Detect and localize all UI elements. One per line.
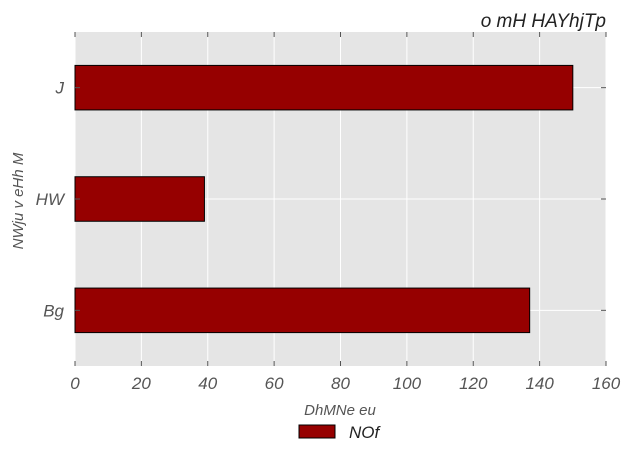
x-tick-label: 60 <box>265 374 284 393</box>
y-tick-labels: J HW Bg <box>36 79 66 321</box>
x-axis-label: DhMNe eu <box>304 402 376 419</box>
bar-bg <box>74 287 531 334</box>
y-tick-label: J <box>55 79 65 98</box>
bar-j <box>74 64 574 111</box>
x-tick-label: 160 <box>592 374 621 393</box>
x-tick-label: 40 <box>198 374 217 393</box>
x-tick-label: 140 <box>525 374 554 393</box>
chart-title: o mH HAYhjTp <box>481 11 606 32</box>
bar-hw <box>74 176 205 222</box>
legend-label: NOf <box>349 423 382 442</box>
x-tick-label: 120 <box>459 374 488 393</box>
legend: NOf <box>298 423 382 442</box>
x-tick-label: 100 <box>393 374 422 393</box>
axis-ticks <box>74 32 607 366</box>
x-tick-labels: 0 20 40 60 80 100 120 140 160 <box>70 374 620 393</box>
y-tick-label: HW <box>36 190 66 209</box>
x-tick-label: 80 <box>331 374 350 393</box>
y-axis-label: NWju v eHh M <box>10 152 27 249</box>
bars-group <box>74 64 574 334</box>
x-tick-label: 0 <box>70 374 80 393</box>
y-tick-label: Bg <box>43 301 64 320</box>
x-tick-label: 20 <box>131 374 151 393</box>
legend-swatch <box>298 424 336 439</box>
